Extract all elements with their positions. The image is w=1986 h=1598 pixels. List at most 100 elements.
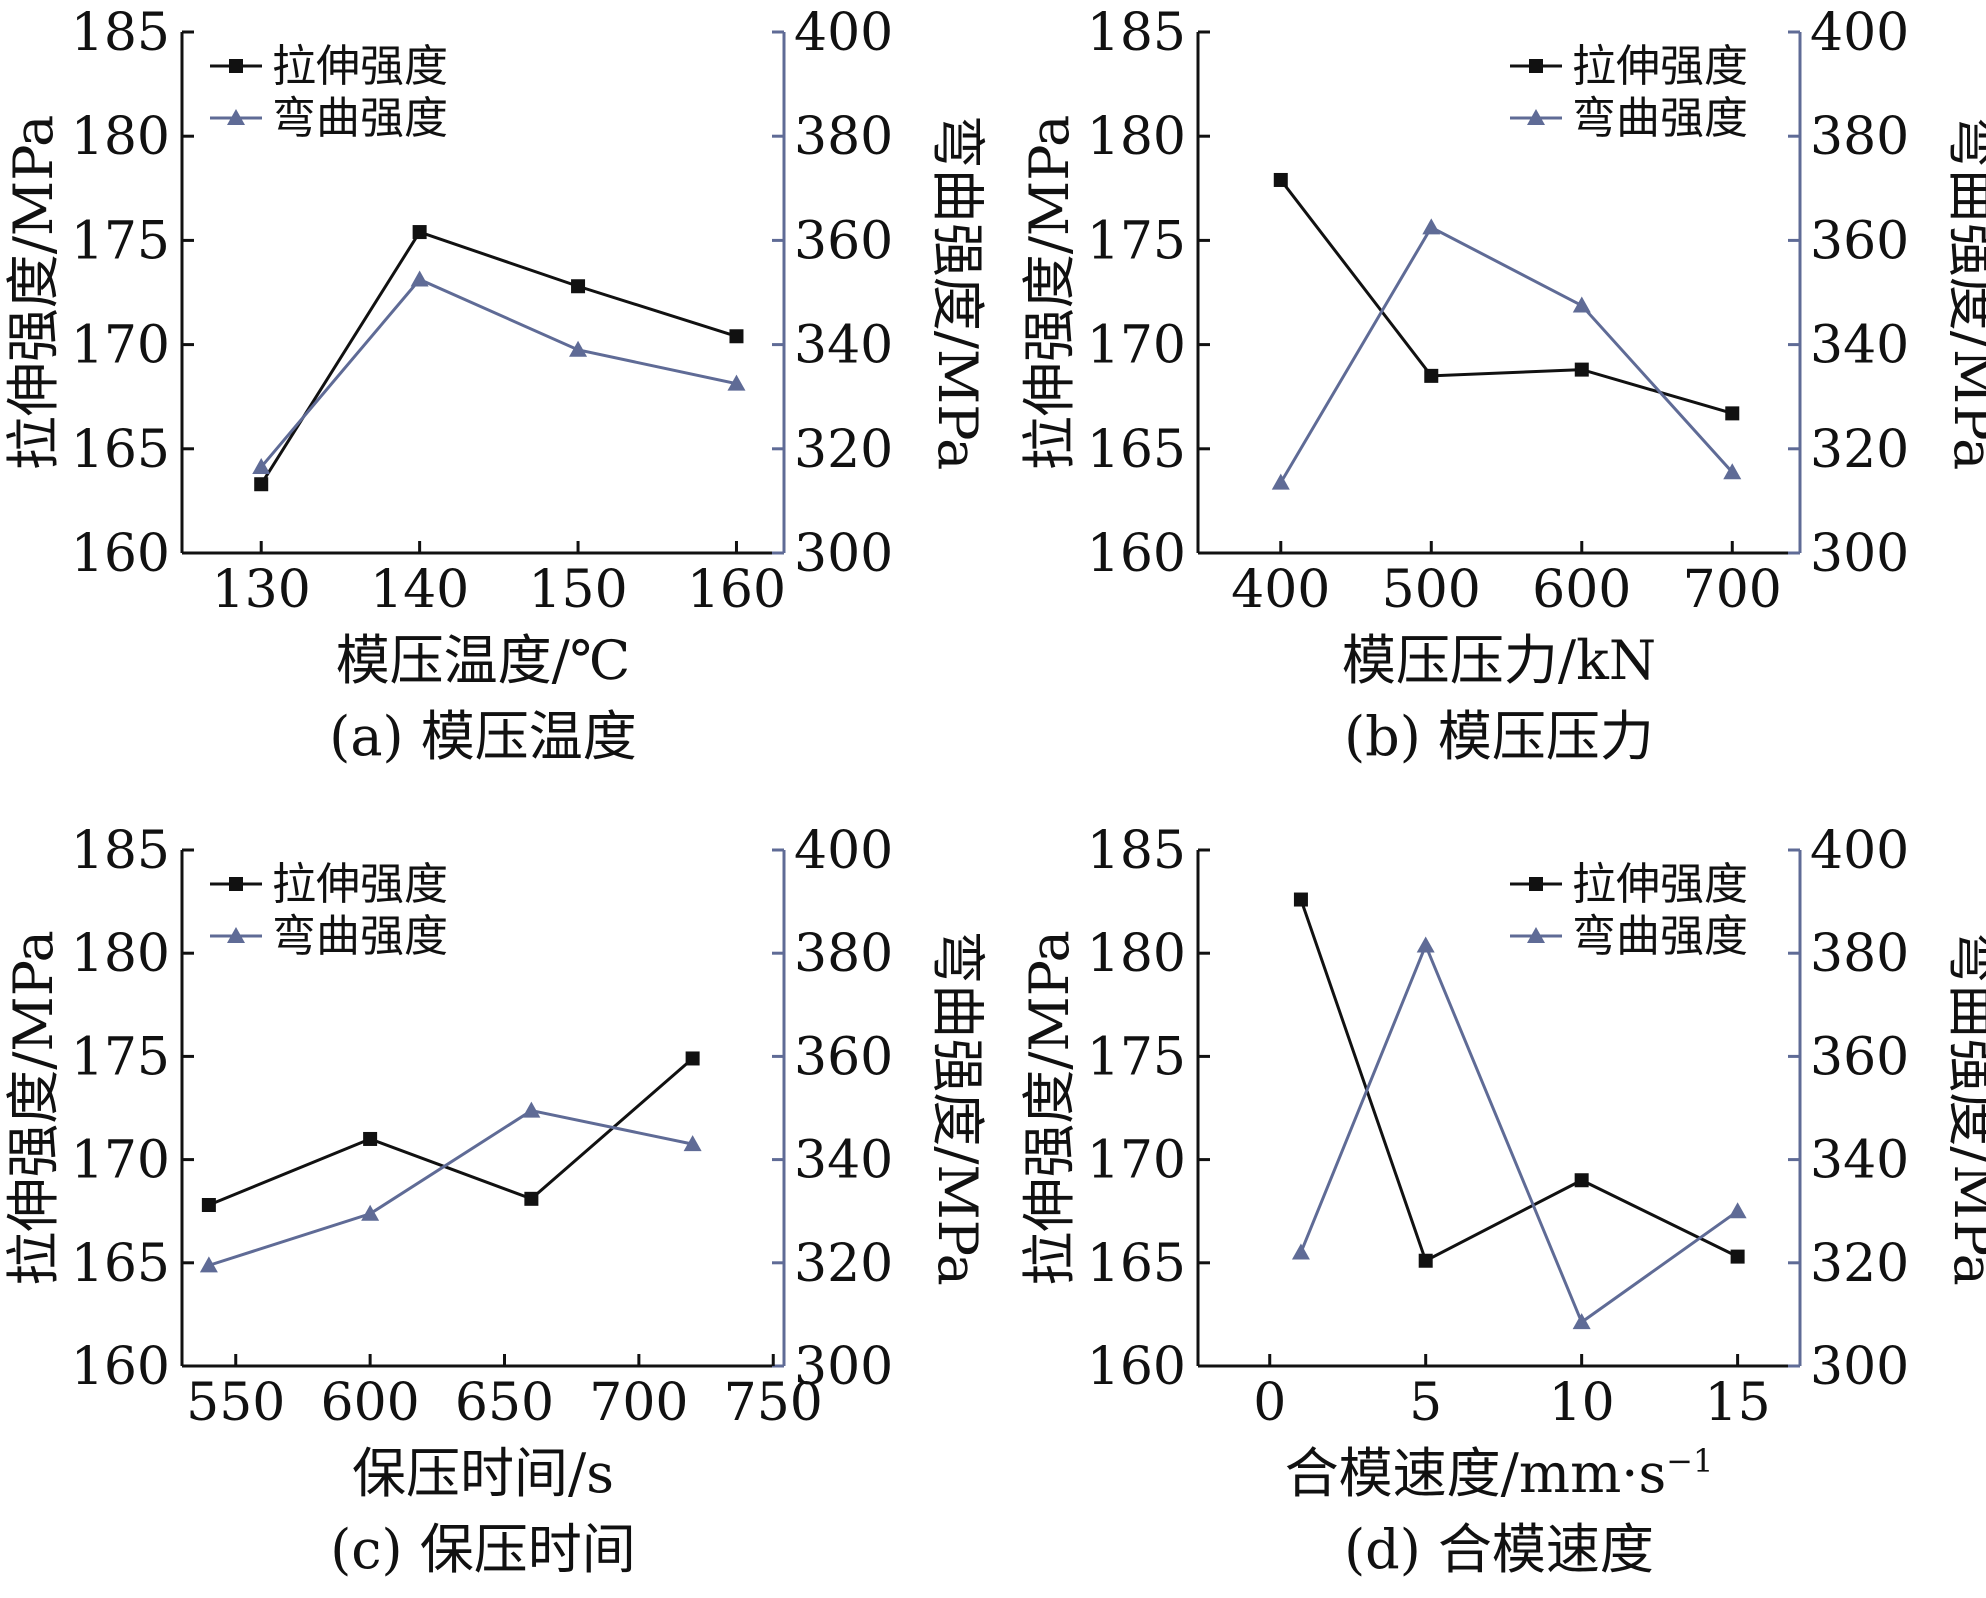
right-y-tick-label: 300: [1810, 524, 1909, 584]
tensile-data-point: [1273, 172, 1288, 187]
left-y-axis-title: 拉伸强度/MPa: [2, 115, 65, 471]
flexural-legend-entry: 弯曲强度: [210, 93, 448, 144]
right-y-tick-label: 400: [794, 3, 893, 63]
flexural-data-point: [1572, 296, 1591, 313]
x-tick-label: 140: [370, 560, 469, 620]
left-y-tick-label: 185: [1087, 821, 1186, 881]
left-y-tick-label: 160: [1087, 524, 1186, 584]
right-y-tick-label: 360: [794, 211, 893, 271]
right-y-tick-label: 360: [1810, 1027, 1909, 1087]
x-axis-title: 模压压力/kN: [1342, 629, 1656, 692]
panel-caption: (a) 模压温度: [329, 705, 637, 768]
right-y-tick-label: 300: [794, 524, 893, 584]
x-tick-label: 700: [1683, 560, 1782, 620]
right-y-tick-label: 320: [794, 1234, 893, 1294]
flexural-data-point: [569, 340, 588, 357]
tensile-series-line: [1299, 899, 1739, 1263]
legend-square-marker: [1529, 59, 1543, 73]
right-y-axis-title: 弯曲强度/MPa: [1942, 930, 1986, 1286]
right-y-tick-label: 340: [794, 316, 893, 376]
legend-label: 拉伸强度: [1572, 41, 1748, 92]
right-y-tick-label: 360: [794, 1027, 893, 1087]
tensile-legend-entry: 拉伸强度: [210, 41, 448, 92]
left-y-tick-label: 175: [71, 1027, 170, 1087]
x-tick-label: 600: [320, 1373, 419, 1433]
flexural-legend-entry: 弯曲强度: [210, 911, 448, 962]
flexural-data-point: [522, 1101, 541, 1118]
right-y-tick-label: 400: [1810, 3, 1909, 63]
x-tick-label: 550: [186, 1373, 285, 1433]
left-y-tick-label: 180: [71, 924, 170, 984]
left-y-tick-label: 180: [1087, 107, 1186, 167]
flexural-series-line: [1279, 225, 1734, 484]
legend-square-marker: [1529, 877, 1543, 891]
flexural-data-point: [1291, 1243, 1310, 1260]
right-y-tick-label: 300: [1810, 1337, 1909, 1397]
left-y-tick-label: 170: [1087, 1131, 1186, 1191]
x-tick-label: 400: [1231, 560, 1330, 620]
right-y-tick-label: 320: [1810, 1234, 1909, 1294]
right-y-axis-title: 弯曲强度/MPa: [1942, 115, 1986, 471]
x-tick-label: 10: [1549, 1373, 1615, 1433]
x-tick-label: 15: [1705, 1373, 1771, 1433]
left-y-axis-title: 拉伸强度/MPa: [1018, 115, 1081, 471]
x-axis-title: 模压温度/℃: [336, 629, 631, 692]
tensile-data-point: [1574, 1173, 1589, 1188]
right-y-tick-label: 340: [794, 1131, 893, 1191]
x-tick-label: 130: [212, 560, 311, 620]
flexural-data-point: [199, 1256, 218, 1273]
flexural-series-line: [260, 277, 737, 469]
x-tick-label: 500: [1382, 560, 1481, 620]
x-tick-label: 600: [1532, 560, 1631, 620]
legend-triangle-marker: [1527, 109, 1545, 125]
left-y-axis-title: 拉伸强度/MPa: [1018, 930, 1081, 1286]
right-y-tick-label: 340: [1810, 1131, 1909, 1191]
x-tick-label: 750: [724, 1373, 823, 1433]
left-y-tick-label: 170: [1087, 316, 1186, 376]
flexural-data-point: [1728, 1202, 1747, 1219]
flexural-data-point: [252, 458, 271, 475]
right-y-tick-label: 380: [1810, 924, 1909, 984]
right-y-tick-label: 400: [1810, 821, 1909, 881]
left-y-axis-title: 拉伸强度/MPa: [2, 930, 65, 1286]
flexural-legend-entry: 弯曲强度: [1510, 93, 1748, 144]
tensile-data-point: [1293, 892, 1308, 907]
left-y-tick-label: 165: [71, 420, 170, 480]
legend-label: 弯曲强度: [1572, 911, 1748, 962]
legend-square-marker: [229, 59, 243, 73]
tensile-data-point: [1730, 1249, 1745, 1264]
x-tick-label: 700: [589, 1373, 688, 1433]
left-y-tick-label: 175: [1087, 1027, 1186, 1087]
x-tick-label: 0: [1253, 1373, 1286, 1433]
tensile-data-point: [1418, 1253, 1433, 1268]
tensile-data-point: [363, 1131, 378, 1146]
x-axis-title-superscript: −1: [1666, 1442, 1713, 1480]
legend-square-marker: [229, 877, 243, 891]
left-y-tick-label: 185: [1087, 3, 1186, 63]
legend-label: 拉伸强度: [272, 859, 448, 910]
legend-triangle-marker: [1527, 927, 1545, 943]
tensile-series-line: [208, 1057, 694, 1207]
left-y-tick-label: 180: [71, 107, 170, 167]
left-y-tick-label: 160: [71, 524, 170, 584]
tensile-data-point: [1725, 406, 1740, 421]
legend-label: 拉伸强度: [1572, 859, 1748, 910]
legend-label: 弯曲强度: [272, 93, 448, 144]
legend-label: 弯曲强度: [272, 911, 448, 962]
tensile-data-point: [524, 1191, 539, 1206]
x-tick-label: 650: [455, 1373, 554, 1433]
right-y-tick-label: 380: [794, 107, 893, 167]
right-y-tick-label: 300: [794, 1337, 893, 1397]
chart-panel-b: 160 165 170 175 180 185 300 320 340 360 380 400 400 5…: [1018, 3, 1986, 768]
tensile-series-line: [1279, 179, 1733, 415]
right-y-axis-title: 弯曲强度/MPa: [926, 930, 989, 1286]
tensile-data-point: [729, 329, 744, 344]
flexural-data-point: [1271, 473, 1290, 490]
flexural-data-point: [1572, 1313, 1591, 1330]
left-y-tick-label: 185: [71, 3, 170, 63]
right-y-tick-label: 400: [794, 821, 893, 881]
left-y-tick-label: 160: [1087, 1337, 1186, 1397]
right-y-tick-label: 320: [1810, 420, 1909, 480]
tensile-data-point: [412, 225, 427, 240]
right-y-axis-title: 弯曲强度/MPa: [926, 115, 989, 471]
